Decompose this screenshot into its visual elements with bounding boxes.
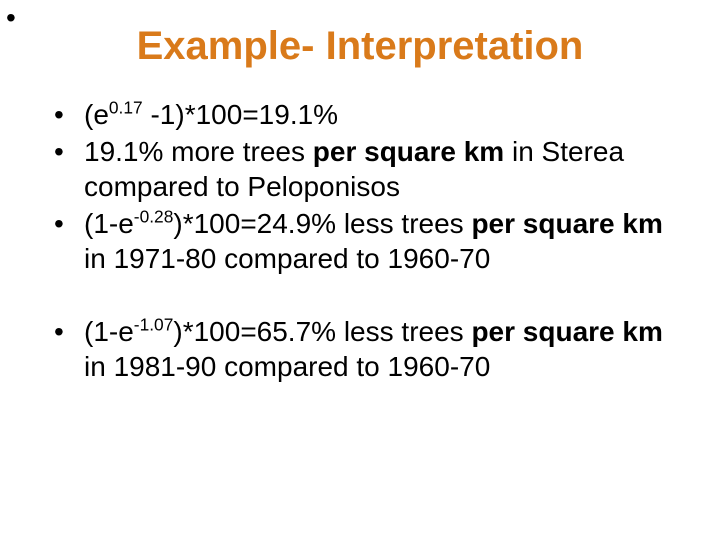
bold-text: per square km <box>313 136 504 167</box>
bullet-item-2: 19.1% more trees per square km in Sterea… <box>48 134 672 204</box>
text: 19.1% more trees <box>84 136 313 167</box>
slide-title: Example- Interpretation <box>48 24 672 69</box>
exponent: 0.17 <box>109 98 143 118</box>
bold-text: per square km <box>471 208 662 239</box>
spacer <box>48 278 672 312</box>
text: -1)*100=19.1% <box>143 99 338 130</box>
text: in 1971-80 compared to 1960-70 <box>84 243 490 274</box>
text: in 1981-90 compared to 1960-70 <box>84 351 490 382</box>
text: (e <box>84 99 109 130</box>
bullet-item-1: (e0.17 -1)*100=19.1% <box>48 97 672 132</box>
text: )*100=24.9% less trees <box>173 208 471 239</box>
bullet-item-3: (1-e-0.28)*100=24.9% less trees per squa… <box>48 206 672 276</box>
text: (1-e <box>84 208 134 239</box>
exponent: -1.07 <box>134 315 174 335</box>
text: )*100=65.7% less trees <box>173 316 471 347</box>
bold-text: per square km <box>471 316 662 347</box>
text: (1-e <box>84 316 134 347</box>
exponent: -0.28 <box>134 207 174 227</box>
bullet-list: (e0.17 -1)*100=19.1% 19.1% more trees pe… <box>48 97 672 384</box>
bullet-item-4: (1-e-1.07)*100=65.7% less trees per squa… <box>48 314 672 384</box>
